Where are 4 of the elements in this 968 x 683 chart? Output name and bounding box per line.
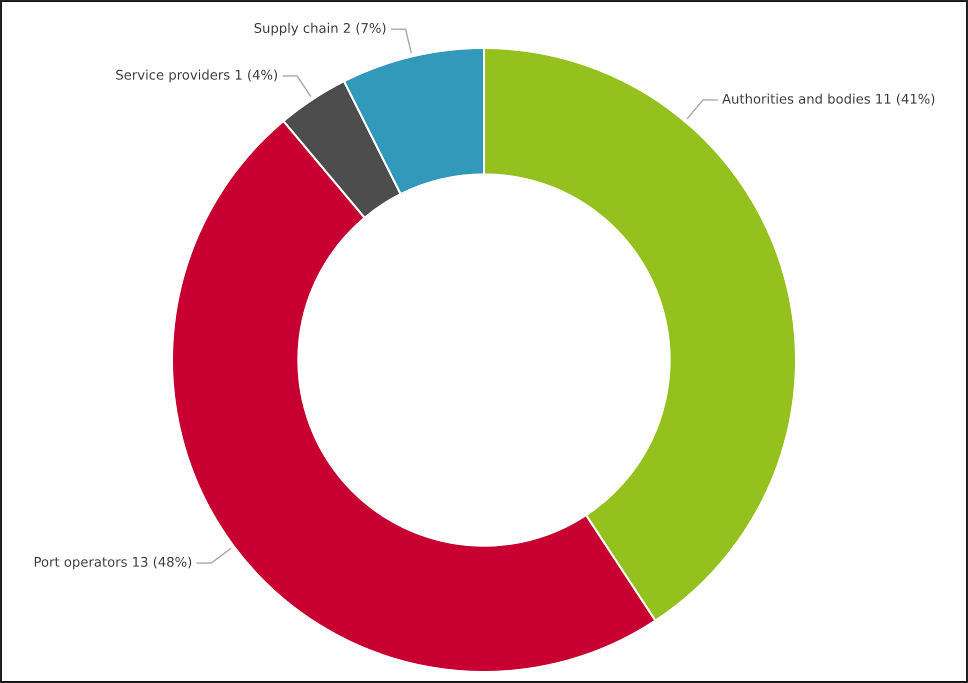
slice-label: Service providers 1 (4%) — [116, 70, 278, 82]
slice-label: Port operators 13 (48%) — [34, 556, 192, 570]
slice-label: Authorities and bodies 11 (41%) — [722, 94, 934, 106]
slice-label: Supply chain 2 (7%) — [254, 22, 386, 36]
